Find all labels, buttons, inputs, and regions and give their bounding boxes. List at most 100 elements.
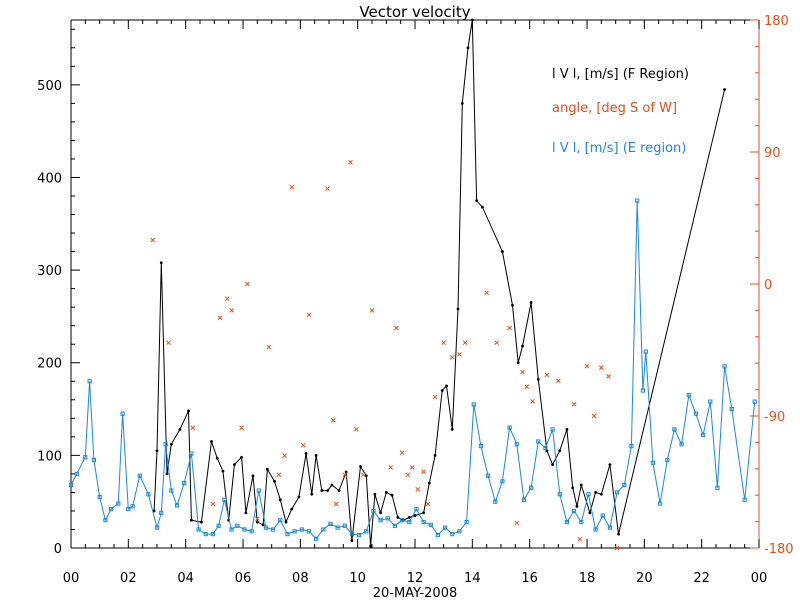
- data-point: [614, 545, 620, 551]
- data-point: [369, 308, 375, 313]
- data-point: [385, 516, 390, 521]
- data-point: [364, 529, 369, 534]
- data-point: [255, 520, 259, 524]
- data-point: [146, 492, 151, 497]
- data-point: [273, 479, 276, 483]
- data-point: [229, 527, 234, 532]
- data-point: [289, 184, 295, 190]
- data-point: [189, 451, 194, 456]
- data-point: [229, 308, 234, 313]
- data-point: [178, 428, 182, 431]
- data-point: [486, 473, 491, 478]
- data-point: [557, 492, 562, 497]
- data-point: [174, 503, 180, 508]
- data-point: [109, 506, 114, 512]
- data-point: [190, 425, 196, 431]
- data-point: [529, 301, 533, 304]
- data-point: [520, 369, 525, 375]
- data-point: [435, 532, 441, 538]
- data-point: [285, 532, 290, 537]
- data-point: [337, 489, 341, 492]
- data-point: [433, 453, 437, 457]
- data-point: [310, 492, 314, 496]
- data-point: [242, 527, 247, 532]
- legend-item-f-region: l V l, [m/s] (F Region): [552, 67, 689, 82]
- data-point: [261, 523, 265, 527]
- data-point: [722, 364, 727, 369]
- data-point: [396, 516, 400, 519]
- data-point: [524, 384, 530, 390]
- data-point: [427, 481, 431, 485]
- data-point: [607, 525, 613, 530]
- data-point: [658, 501, 663, 506]
- data-point: [507, 425, 512, 430]
- data-point: [330, 418, 336, 423]
- data-point: [464, 519, 469, 525]
- y-left-tick-label: 400: [37, 171, 62, 186]
- data-point: [224, 296, 230, 302]
- data-point: [159, 261, 163, 265]
- data-point: [450, 532, 455, 537]
- data-point: [235, 523, 240, 528]
- data-point: [414, 506, 419, 512]
- data-point: [388, 464, 393, 470]
- data-point: [210, 501, 216, 507]
- data-point: [278, 498, 282, 502]
- data-point: [371, 508, 376, 514]
- data-point: [328, 521, 333, 527]
- data-point: [306, 529, 312, 534]
- data-point: [443, 525, 448, 530]
- data-point: [579, 483, 583, 487]
- data-point: [203, 532, 208, 537]
- data-point: [679, 442, 684, 447]
- data-point: [729, 406, 734, 412]
- data-point: [233, 463, 236, 467]
- y-right-tick-label: 0: [764, 278, 772, 293]
- data-point: [593, 527, 598, 532]
- data-point: [390, 493, 394, 497]
- data-point: [169, 488, 174, 493]
- data-point: [588, 511, 592, 515]
- data-point: [558, 449, 562, 453]
- data-point: [480, 205, 484, 209]
- data-point: [256, 488, 261, 493]
- data-point: [564, 519, 570, 525]
- data-point: [240, 455, 243, 459]
- series-0: [152, 18, 726, 548]
- data-point: [373, 492, 377, 496]
- series-line: [153, 19, 726, 547]
- data-point: [333, 501, 339, 507]
- data-point: [701, 432, 706, 438]
- data-point: [97, 494, 102, 500]
- x-tick-label: 12: [407, 571, 424, 586]
- data-point: [407, 516, 411, 519]
- data-point: [521, 497, 527, 502]
- data-point: [514, 442, 519, 447]
- x-tick-label: 02: [120, 571, 137, 586]
- data-point: [342, 472, 348, 478]
- data-point: [155, 449, 159, 453]
- data-point: [359, 465, 362, 468]
- data-point: [342, 523, 347, 528]
- y-left-tick-label: 500: [37, 79, 62, 94]
- data-point: [126, 506, 131, 512]
- y-right-tick-label: 180: [764, 14, 789, 29]
- data-point: [74, 471, 79, 476]
- data-point: [615, 490, 620, 495]
- y-right-tick-label: 90: [764, 146, 781, 161]
- data-point: [456, 307, 460, 311]
- data-point: [304, 452, 308, 455]
- data-point: [407, 519, 412, 525]
- data-point: [137, 473, 142, 478]
- data-point: [617, 532, 620, 536]
- data-point: [643, 349, 648, 354]
- legend-item-e-region: l V l, [m/s] (E region): [552, 141, 686, 156]
- data-point: [91, 457, 97, 463]
- data-point: [575, 504, 579, 508]
- data-point: [432, 394, 438, 400]
- data-point: [344, 470, 348, 474]
- data-point: [572, 508, 577, 514]
- data-point: [384, 491, 388, 494]
- data-point: [249, 529, 254, 534]
- data-point: [217, 315, 223, 321]
